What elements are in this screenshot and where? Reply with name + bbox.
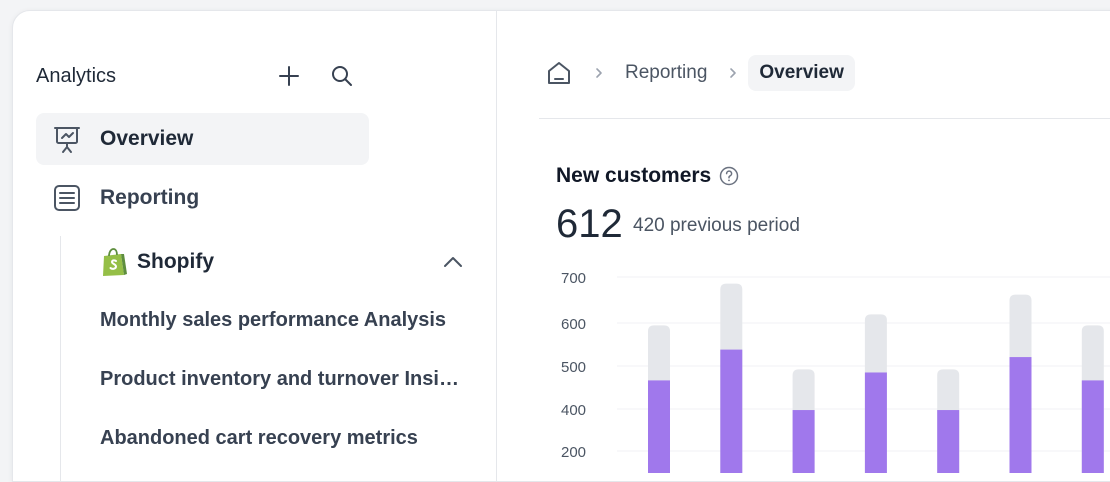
- home-icon[interactable]: [545, 59, 573, 87]
- sidebar-item-label: Reporting: [100, 186, 200, 209]
- breadcrumb-reporting[interactable]: Reporting: [625, 62, 708, 83]
- bar-value[interactable]: [792, 410, 815, 473]
- bar-value[interactable]: [1081, 380, 1104, 473]
- breadcrumb: Reporting Overview: [545, 53, 855, 93]
- tree-guide-line: [60, 236, 61, 481]
- y-tick-label: 700: [561, 270, 586, 287]
- bar-value[interactable]: [864, 372, 887, 473]
- new-customers-chart: 700 600 500 400 200: [561, 270, 1110, 473]
- sidebar-group-shopify[interactable]: Shopify: [101, 247, 466, 279]
- y-tick-label: 400: [561, 402, 586, 419]
- sidebar: Analytics Overview: [13, 11, 497, 481]
- breadcrumb-overview[interactable]: Overview: [748, 55, 855, 91]
- chevron-right-icon: [589, 63, 609, 83]
- sidebar-item-overview[interactable]: Overview: [36, 113, 369, 165]
- sidebar-header: Analytics: [36, 63, 496, 89]
- help-circle-icon[interactable]: [719, 166, 739, 186]
- shopify-bag-icon: [101, 247, 127, 277]
- metric-title: New customers: [556, 164, 739, 188]
- list-icon: [52, 183, 82, 213]
- report-link[interactable]: Monthly sales performance Analysis: [100, 309, 447, 331]
- report-link[interactable]: Product inventory and turnover Insights: [100, 368, 468, 390]
- sidebar-group-label: Shopify: [137, 250, 214, 273]
- bar-value[interactable]: [720, 349, 743, 473]
- presentation-icon: [52, 124, 82, 154]
- sidebar-item-label: Overview: [100, 127, 194, 150]
- chevron-up-icon[interactable]: [440, 249, 466, 275]
- chevron-right-icon: [723, 63, 743, 83]
- bar-value[interactable]: [1009, 357, 1032, 473]
- bar-value[interactable]: [937, 410, 960, 473]
- app-window: Analytics Overview: [12, 10, 1110, 482]
- search-icon[interactable]: [328, 62, 356, 90]
- plus-icon[interactable]: [275, 62, 303, 90]
- sidebar-item-reporting[interactable]: Reporting: [36, 172, 369, 224]
- metric-title-text: New customers: [556, 164, 712, 187]
- sidebar-title: Analytics: [36, 65, 117, 87]
- y-tick-label: 200: [561, 444, 586, 461]
- metric-previous: 420 previous period: [633, 215, 800, 236]
- y-tick-label: 600: [561, 316, 586, 333]
- main-content: Reporting Overview New customers 612 420…: [497, 11, 1110, 481]
- report-link[interactable]: Abandoned cart recovery metrics: [100, 427, 418, 449]
- bar-value[interactable]: [648, 380, 670, 473]
- header-divider: [539, 118, 1110, 119]
- y-tick-label: 500: [561, 359, 586, 376]
- metric-value: 612: [556, 202, 623, 246]
